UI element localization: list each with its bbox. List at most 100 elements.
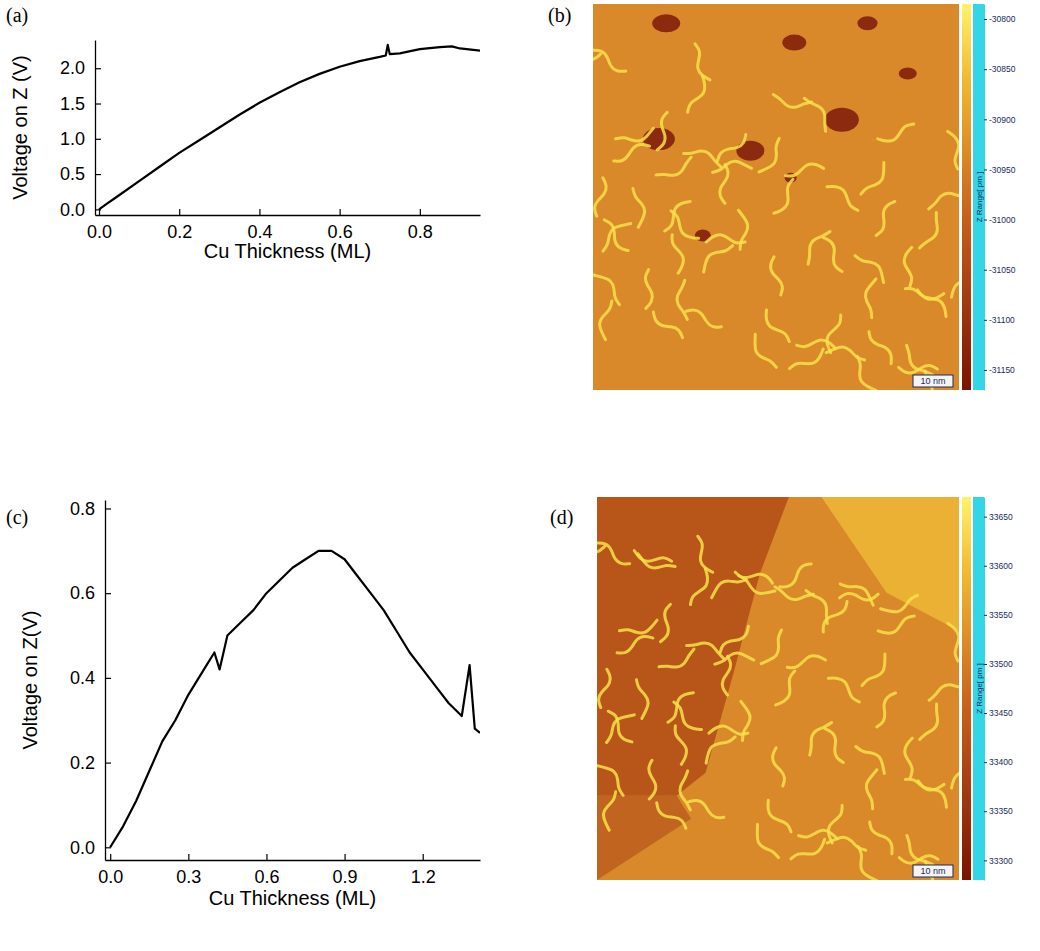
texture bbox=[690, 569, 707, 605]
tick: -30900 bbox=[984, 115, 1016, 125]
scale-bar bbox=[913, 865, 953, 877]
texture bbox=[771, 257, 783, 295]
texture bbox=[604, 220, 628, 251]
tick: 0.4 bbox=[247, 209, 272, 242]
tick-label: 1.5 bbox=[60, 94, 85, 114]
figure: 0.00.20.40.60.80.00.51.01.52.0Cu Thickne… bbox=[0, 0, 1040, 951]
tick-mark bbox=[984, 119, 987, 120]
x-axis-title: Cu Thickness (ML) bbox=[204, 240, 371, 262]
tick-mark bbox=[423, 854, 424, 860]
texture bbox=[876, 201, 895, 235]
colorbar bbox=[962, 4, 971, 390]
tick: 0.2 bbox=[167, 209, 192, 242]
texture bbox=[706, 737, 735, 763]
texture bbox=[619, 620, 657, 633]
tick: 0.5 bbox=[60, 164, 101, 184]
tick-mark bbox=[95, 68, 101, 69]
texture bbox=[877, 693, 896, 727]
texture bbox=[774, 179, 793, 213]
vacancy-island bbox=[858, 16, 878, 30]
tick-mark bbox=[984, 615, 987, 616]
stm-image bbox=[597, 497, 959, 880]
tick-mark bbox=[110, 854, 111, 860]
tick-mark bbox=[95, 103, 101, 104]
tick-label: 33450 bbox=[989, 708, 1013, 718]
texture bbox=[686, 310, 722, 327]
texture bbox=[616, 128, 654, 141]
texture bbox=[649, 760, 656, 799]
tick: 33650 bbox=[984, 512, 1013, 522]
image-ground bbox=[593, 4, 959, 390]
colorbar-axis: 3365033600335503350033450334003335033300 bbox=[984, 498, 1013, 881]
panel-letter: (b) bbox=[548, 4, 571, 27]
tick-mark bbox=[105, 678, 111, 679]
tick: 0.6 bbox=[254, 854, 279, 887]
texture bbox=[593, 50, 626, 71]
tick-label: -30800 bbox=[989, 14, 1016, 24]
tick-label: 0.6 bbox=[70, 583, 95, 603]
texture bbox=[855, 256, 883, 283]
texture bbox=[870, 822, 892, 854]
texture bbox=[785, 164, 823, 176]
texture bbox=[599, 669, 611, 707]
texture bbox=[780, 564, 811, 587]
scale-bar-label: 10 nm bbox=[920, 866, 945, 876]
tick-mark bbox=[105, 847, 111, 848]
colorbar-title: Z Range[ pm ] bbox=[975, 663, 984, 714]
tick-mark bbox=[266, 854, 267, 860]
y-axis-title: Voltage on Z (V) bbox=[9, 55, 31, 200]
texture bbox=[905, 738, 912, 777]
tick: 33300 bbox=[984, 856, 1013, 866]
texture bbox=[918, 781, 947, 808]
panel-letter: (d) bbox=[550, 506, 573, 529]
texture bbox=[608, 711, 632, 742]
texture bbox=[827, 187, 858, 211]
tick-mark bbox=[984, 517, 987, 518]
tick-label: 2.0 bbox=[60, 58, 85, 78]
plot-area bbox=[110, 551, 480, 847]
texture bbox=[823, 238, 842, 272]
texture bbox=[603, 792, 615, 831]
texture bbox=[657, 803, 686, 829]
texture bbox=[919, 213, 937, 248]
image-panel: Z Range[ pm ]-30800-30850-30900-30950-31… bbox=[548, 4, 1016, 410]
tick-label: -31000 bbox=[989, 215, 1016, 225]
texture bbox=[929, 193, 959, 208]
tick-mark bbox=[984, 220, 987, 221]
tick-label: 33400 bbox=[989, 757, 1013, 767]
texture bbox=[688, 76, 705, 112]
tick: -31100 bbox=[984, 315, 1015, 325]
texture bbox=[706, 235, 745, 243]
texture bbox=[825, 728, 844, 762]
terrace bbox=[597, 497, 789, 796]
tick-mark bbox=[340, 209, 341, 215]
tick-label: 0.4 bbox=[70, 668, 95, 688]
texture bbox=[672, 235, 683, 273]
tick-label: 0.4 bbox=[247, 222, 272, 242]
tick-mark bbox=[259, 209, 260, 215]
axis-line bbox=[106, 860, 481, 861]
texture bbox=[720, 626, 748, 653]
tick: -30800 bbox=[984, 14, 1016, 24]
texture bbox=[791, 839, 825, 859]
tick: 0.0 bbox=[87, 209, 112, 242]
texture bbox=[677, 280, 687, 319]
texture bbox=[773, 95, 812, 108]
tick-label: 0.0 bbox=[87, 222, 112, 242]
tick-mark bbox=[984, 270, 987, 271]
line-panel: 0.00.30.60.91.20.00.20.40.60.8Cu Thickne… bbox=[6, 499, 481, 909]
texture bbox=[695, 44, 710, 80]
colorbar bbox=[962, 497, 971, 880]
scale-bar-label: 10 nm bbox=[920, 376, 945, 386]
texture bbox=[614, 145, 650, 162]
axis-line bbox=[984, 5, 985, 391]
vacancy-island bbox=[652, 14, 680, 32]
tick: 0.2 bbox=[70, 753, 111, 773]
y-axis: 0.00.51.01.52.0 bbox=[60, 41, 101, 220]
texture bbox=[866, 770, 877, 809]
texture bbox=[597, 766, 623, 796]
tick-mark bbox=[984, 370, 987, 371]
texture bbox=[656, 157, 691, 175]
tick-mark bbox=[344, 854, 345, 860]
tick: 1.5 bbox=[60, 94, 101, 114]
